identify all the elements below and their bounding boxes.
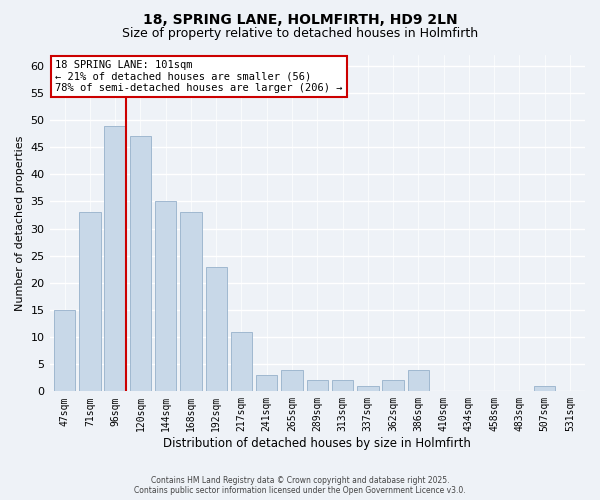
Text: 18, SPRING LANE, HOLMFIRTH, HD9 2LN: 18, SPRING LANE, HOLMFIRTH, HD9 2LN [143, 12, 457, 26]
Bar [256, 375, 277, 392]
Bar [332, 380, 353, 392]
Bar [534, 386, 556, 392]
Y-axis label: Number of detached properties: Number of detached properties [15, 136, 25, 311]
Bar [130, 136, 151, 392]
Bar [155, 202, 176, 392]
Text: Contains HM Land Registry data © Crown copyright and database right 2025.
Contai: Contains HM Land Registry data © Crown c… [134, 476, 466, 495]
Text: Size of property relative to detached houses in Holmfirth: Size of property relative to detached ho… [122, 28, 478, 40]
Bar [54, 310, 76, 392]
Bar [357, 386, 379, 392]
Bar [180, 212, 202, 392]
Bar [79, 212, 101, 392]
Bar [307, 380, 328, 392]
Bar [206, 266, 227, 392]
X-axis label: Distribution of detached houses by size in Holmfirth: Distribution of detached houses by size … [163, 437, 471, 450]
Bar [231, 332, 252, 392]
Bar [104, 126, 126, 392]
Bar [382, 380, 404, 392]
Bar [281, 370, 303, 392]
Text: 18 SPRING LANE: 101sqm
← 21% of detached houses are smaller (56)
78% of semi-det: 18 SPRING LANE: 101sqm ← 21% of detached… [55, 60, 343, 93]
Bar [407, 370, 429, 392]
